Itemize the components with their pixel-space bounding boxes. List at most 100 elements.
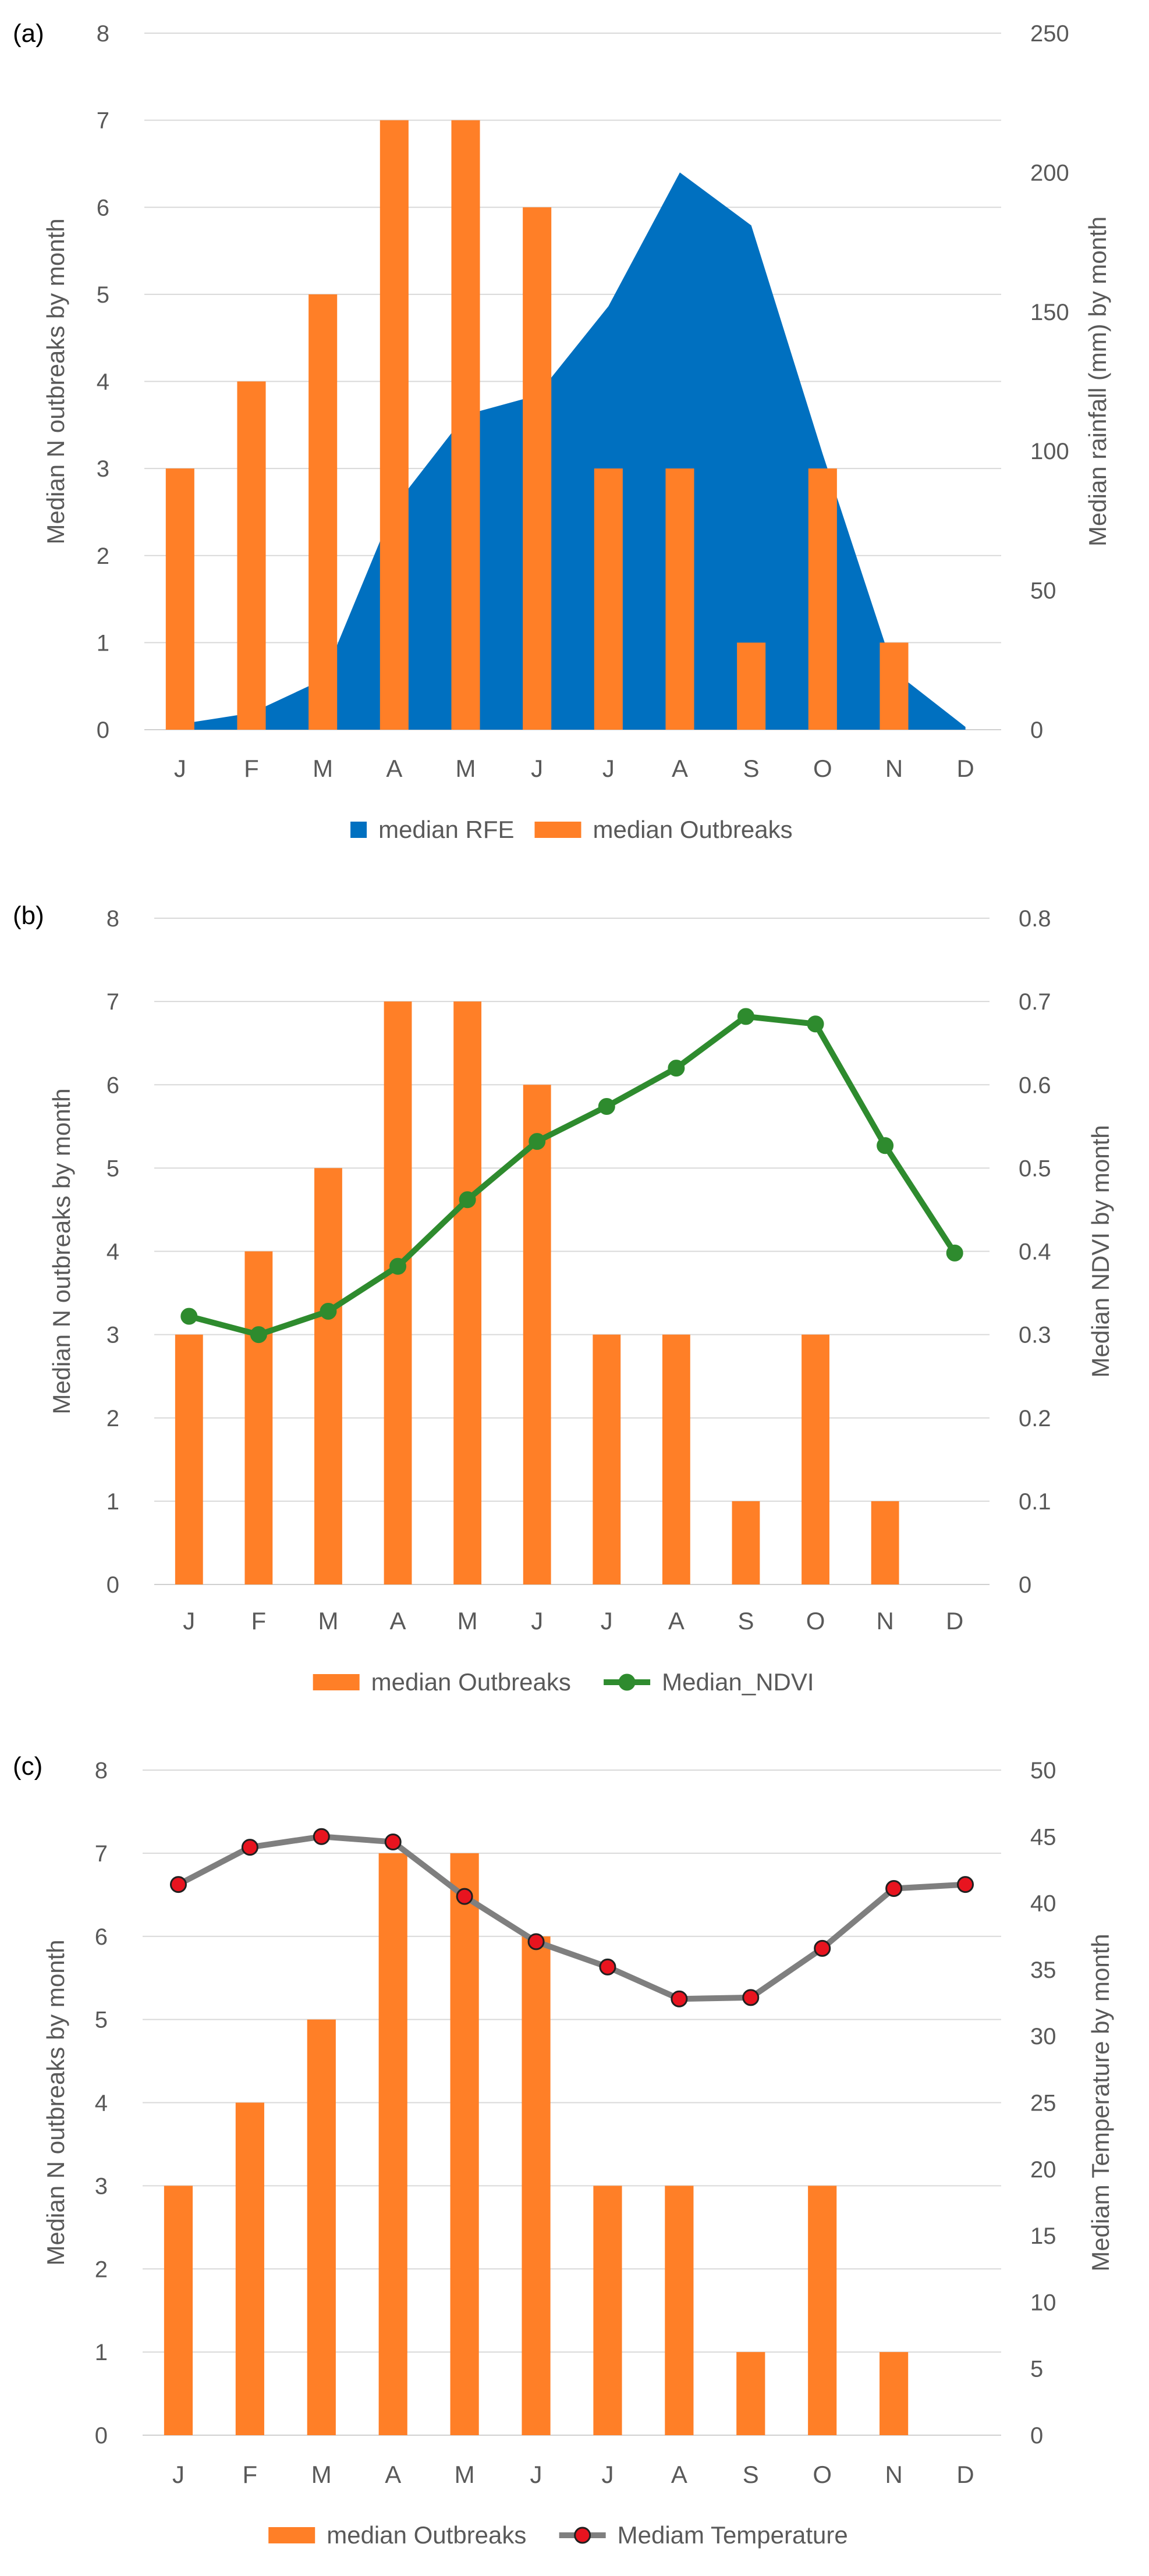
left-tick-label: 7 [97,108,109,134]
legend-swatch [313,1674,360,1690]
category-label: N [876,1607,893,1635]
category-label: M [458,1607,478,1635]
category-label: M [455,2461,475,2488]
category-label: J [531,755,543,782]
bar-outbreaks [380,120,409,730]
right-axis-label: Median NDVI by month [1087,1125,1114,1377]
right-tick-label: 200 [1030,160,1069,186]
legend-swatch-marker [618,1673,636,1691]
category-label: S [743,755,760,782]
category-label: N [885,755,903,782]
category-label: A [390,1607,406,1635]
category-label: A [672,755,688,782]
legend-swatch [534,822,581,838]
chart-panel-a: (a) 0 1 2 3 4 5 6 7 8 0 50 100 150 200 250 Median N outb… [0,0,1149,858]
line-point [529,1133,546,1150]
right-tick-label: 0.8 [1019,906,1051,932]
right-tick-label: 25 [1030,2091,1056,2116]
left-tick-label: 5 [95,2007,108,2033]
bar-outbreaks [808,468,837,730]
left-tick-label: 4 [97,369,109,395]
left-tick-label: 2 [95,2257,108,2282]
legend-swatch [350,822,367,838]
right-axis-label: Median rainfall (mm) by month [1084,216,1111,546]
bar-outbreaks [802,1334,829,1584]
line-point [389,1257,407,1275]
line-point [599,1958,616,1975]
legend: median Outbreaks Mediam Temperature [268,2521,848,2549]
legend-swatch-marker [574,2527,591,2544]
chart-b-svg: (b) 0 1 2 3 4 5 6 7 8 0 0.1 0.2 0.3 0.4 0.5 0.6 0.7 0.8 Med… [13,901,1114,1696]
category-label: M [311,2461,332,2488]
category-label: N [885,2461,902,2488]
left-tick-label: 0 [95,2423,108,2449]
bar-outbreaks [235,2102,264,2435]
right-tick-label: 0.7 [1019,989,1051,1015]
left-tick-label: 7 [95,1841,108,1867]
bar-outbreaks [175,1334,203,1584]
right-tick-label: 40 [1030,1891,1056,1917]
left-tick-label: 1 [97,630,109,656]
right-tick-label: 30 [1030,2024,1056,2049]
left-tick-label: 5 [107,1156,119,1181]
left-tick-label: 4 [95,2091,108,2116]
bar-outbreaks [665,468,694,730]
left-tick-label: 7 [107,989,119,1015]
line-point [459,1191,476,1209]
category-label: J [601,1607,613,1635]
line-point [456,1888,473,1905]
category-label: F [251,1607,267,1635]
category-label: D [956,2461,974,2488]
legend-label: Median_NDVI [662,1668,814,1696]
category-label: D [956,755,974,782]
bar-outbreaks [378,1853,407,2435]
line-point [241,1839,258,1856]
line-series [177,1834,966,2002]
line-point [737,1008,754,1025]
legend-label: Mediam Temperature [618,2521,848,2549]
panel-label: (a) [13,19,44,48]
panel-label: (b) [13,901,44,930]
left-tick-label: 2 [107,1406,119,1431]
category-label: A [385,2461,401,2488]
category-label: S [737,1607,754,1635]
right-tick-label: 250 [1030,21,1069,47]
bar-outbreaks [737,642,766,730]
bar-outbreaks [593,1334,621,1584]
legend: median RFE median Outbreaks [350,816,793,843]
bar-outbreaks [164,2186,193,2435]
bar-outbreaks [384,1001,412,1584]
bar-outbreaks [808,2186,837,2435]
right-tick-label: 0 [1030,2423,1043,2449]
left-tick-label: 0 [107,1572,119,1598]
left-tick-label: 3 [97,456,109,482]
right-tick-label: 20 [1030,2157,1056,2183]
right-tick-label: 150 [1030,300,1069,325]
panel-label: (c) [13,1752,42,1781]
bar-outbreaks [732,1501,760,1584]
left-tick-label: 1 [107,1489,119,1515]
line-point [946,1244,963,1262]
left-axis-label: Median N outbreaks by month [42,218,69,544]
chart-panel-b: (b) 0 1 2 3 4 5 6 7 8 0 0.1 0.2 0.3 0.4 0.5 0.6 0.7 0.8 Med… [0,858,1149,1717]
right-tick-label: 45 [1030,1824,1056,1850]
bar-outbreaks [594,468,623,730]
category-label: J [601,2461,613,2488]
right-tick-label: 0.4 [1019,1239,1051,1265]
line-point [598,1097,615,1115]
bar-outbreaks [523,207,552,730]
left-tick-label: 4 [107,1239,119,1265]
bar-outbreaks [871,1501,899,1584]
left-tick-label: 8 [95,1758,108,1783]
line-point [671,1990,688,2007]
left-tick-label: 1 [95,2340,108,2365]
category-label: A [668,1607,685,1635]
category-label: O [806,1607,825,1635]
right-tick-label: 50 [1030,578,1056,604]
category-label: S [743,2461,759,2488]
left-tick-label: 6 [97,195,109,221]
line-point [313,1828,330,1845]
line-point [668,1060,685,1077]
bar-outbreaks [665,2186,694,2435]
right-tick-label: 35 [1030,1957,1056,1983]
